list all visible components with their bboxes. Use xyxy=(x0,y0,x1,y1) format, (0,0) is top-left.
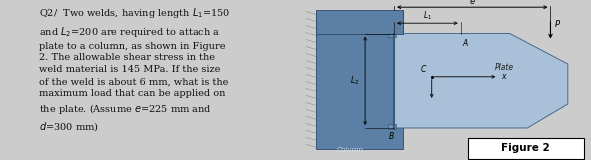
Bar xyxy=(316,10,403,34)
Text: Column: Column xyxy=(337,147,364,153)
Bar xyxy=(388,32,395,37)
Text: Figure 2: Figure 2 xyxy=(502,144,550,153)
Text: $L_1$: $L_1$ xyxy=(423,9,432,22)
FancyBboxPatch shape xyxy=(468,138,584,159)
Text: $B$: $B$ xyxy=(388,130,395,141)
Text: Q2/  Two welds, having length $L_1$=150
and $L_2$=200 are required to attach a
p: Q2/ Two welds, having length $L_1$=150 a… xyxy=(39,6,230,133)
Text: $A$: $A$ xyxy=(462,37,469,48)
Polygon shape xyxy=(394,34,568,128)
Bar xyxy=(388,124,395,129)
Text: $C$: $C$ xyxy=(420,63,427,74)
Text: $x$: $x$ xyxy=(501,72,508,81)
Text: Plate: Plate xyxy=(495,63,514,72)
Text: $L_2$: $L_2$ xyxy=(350,75,359,87)
Text: $P$: $P$ xyxy=(554,18,561,29)
Text: $e$: $e$ xyxy=(469,0,476,6)
Bar xyxy=(316,11,403,149)
